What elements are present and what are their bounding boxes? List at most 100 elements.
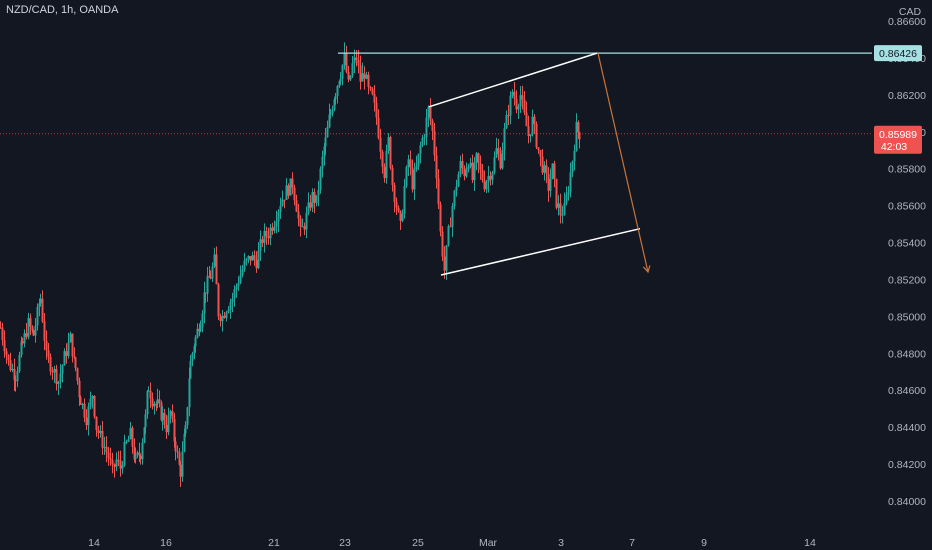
candle-body bbox=[261, 239, 264, 243]
candle-body bbox=[9, 360, 12, 371]
candle-body bbox=[393, 184, 396, 202]
candle-body bbox=[433, 130, 436, 156]
candle-body bbox=[63, 351, 66, 366]
candle-body bbox=[381, 151, 384, 167]
candle-body bbox=[74, 357, 77, 369]
candle-body bbox=[123, 442, 126, 466]
candle-body bbox=[357, 60, 360, 66]
candle-body bbox=[211, 266, 214, 279]
candle-body bbox=[11, 369, 14, 371]
candle-body bbox=[136, 452, 139, 455]
candle-body bbox=[65, 351, 68, 356]
candle-body bbox=[45, 340, 48, 351]
candle-body bbox=[529, 134, 532, 137]
price-tick-label: 0.84800 bbox=[888, 348, 926, 360]
candle-body bbox=[395, 201, 398, 208]
candle-body bbox=[18, 354, 21, 372]
candle-body bbox=[59, 373, 62, 382]
candle-body bbox=[345, 52, 348, 72]
candle-body bbox=[341, 65, 344, 79]
candle-body bbox=[209, 277, 212, 279]
candle-body bbox=[361, 73, 364, 82]
candle-body bbox=[31, 326, 34, 331]
candle-body bbox=[225, 312, 228, 318]
candle-body bbox=[305, 212, 308, 230]
channel-upper-line[interactable] bbox=[428, 52, 598, 108]
candle-body bbox=[343, 52, 346, 66]
candle-body bbox=[243, 260, 246, 270]
candle-body bbox=[495, 148, 498, 158]
candle-body bbox=[76, 368, 79, 381]
candle-body bbox=[267, 236, 270, 239]
drawings-layer bbox=[0, 52, 874, 276]
candle-body bbox=[333, 99, 336, 110]
candle-body bbox=[245, 258, 248, 261]
candle-body bbox=[445, 245, 448, 271]
candle-body bbox=[143, 427, 146, 443]
projection-arrow-line[interactable] bbox=[597, 52, 649, 273]
candle-body bbox=[34, 325, 37, 336]
candle-body bbox=[271, 227, 274, 231]
candle-body bbox=[463, 168, 466, 177]
candle-body bbox=[20, 341, 23, 355]
date-tick-label: Mar bbox=[479, 537, 498, 549]
candle-body bbox=[323, 146, 326, 157]
candle-body bbox=[571, 161, 574, 173]
candle-body bbox=[115, 459, 118, 467]
candle-body bbox=[219, 316, 222, 322]
time-axis[interactable]: 14 16 21 23 25 Mar 3 7 9 14 bbox=[0, 534, 872, 550]
candle-body bbox=[23, 333, 26, 344]
candle-body bbox=[317, 189, 320, 196]
candle-body bbox=[259, 239, 262, 251]
resistance-price-tag bbox=[874, 45, 922, 62]
candle-body bbox=[563, 203, 566, 215]
candle-body bbox=[193, 346, 196, 354]
candle-body bbox=[525, 112, 528, 127]
candle-body bbox=[467, 166, 470, 170]
candle-body bbox=[577, 122, 580, 133]
candle-body bbox=[217, 284, 220, 317]
candle-body bbox=[411, 167, 414, 190]
candle-body bbox=[215, 254, 218, 285]
candle-body bbox=[297, 211, 300, 219]
candle-body bbox=[315, 195, 318, 203]
candle-body bbox=[221, 315, 224, 322]
candle-body bbox=[389, 137, 392, 168]
candle-body bbox=[461, 161, 464, 169]
candle-body bbox=[303, 226, 306, 230]
candle-body bbox=[285, 185, 288, 200]
candle-body bbox=[299, 218, 302, 227]
candle-body bbox=[51, 371, 54, 373]
candle-body bbox=[125, 441, 128, 443]
candle-body bbox=[287, 185, 290, 196]
candles-layer bbox=[0, 42, 581, 487]
price-axis[interactable]: CAD 0.866000.864000.862000.860000.858000… bbox=[872, 0, 932, 534]
candle-body bbox=[206, 276, 209, 294]
candle-body bbox=[241, 269, 244, 276]
candle-body bbox=[156, 399, 159, 405]
candle-body bbox=[103, 446, 106, 448]
candle-body bbox=[109, 457, 112, 460]
price-axis-background bbox=[872, 0, 932, 534]
candle-body bbox=[355, 57, 358, 61]
date-tick-label: 25 bbox=[412, 537, 424, 549]
candle-body bbox=[421, 138, 424, 146]
candle-body bbox=[387, 137, 390, 151]
price-tick-label: 0.84200 bbox=[888, 459, 926, 471]
candle-body bbox=[447, 226, 450, 246]
candle-body bbox=[138, 452, 141, 456]
candle-body bbox=[213, 254, 216, 267]
candle-body bbox=[87, 406, 90, 426]
candle-body bbox=[511, 91, 514, 96]
candle-body bbox=[223, 315, 226, 318]
symbol-title: NZD/CAD, 1h, OANDA bbox=[6, 4, 119, 16]
candle-body bbox=[419, 145, 422, 154]
channel-lower-line[interactable] bbox=[440, 227, 641, 276]
candle-body bbox=[509, 95, 512, 116]
candle-body bbox=[455, 186, 458, 191]
date-tick-label: 9 bbox=[701, 537, 707, 549]
candle-body bbox=[377, 117, 380, 138]
candle-body bbox=[359, 65, 362, 82]
candle-body bbox=[547, 173, 550, 191]
